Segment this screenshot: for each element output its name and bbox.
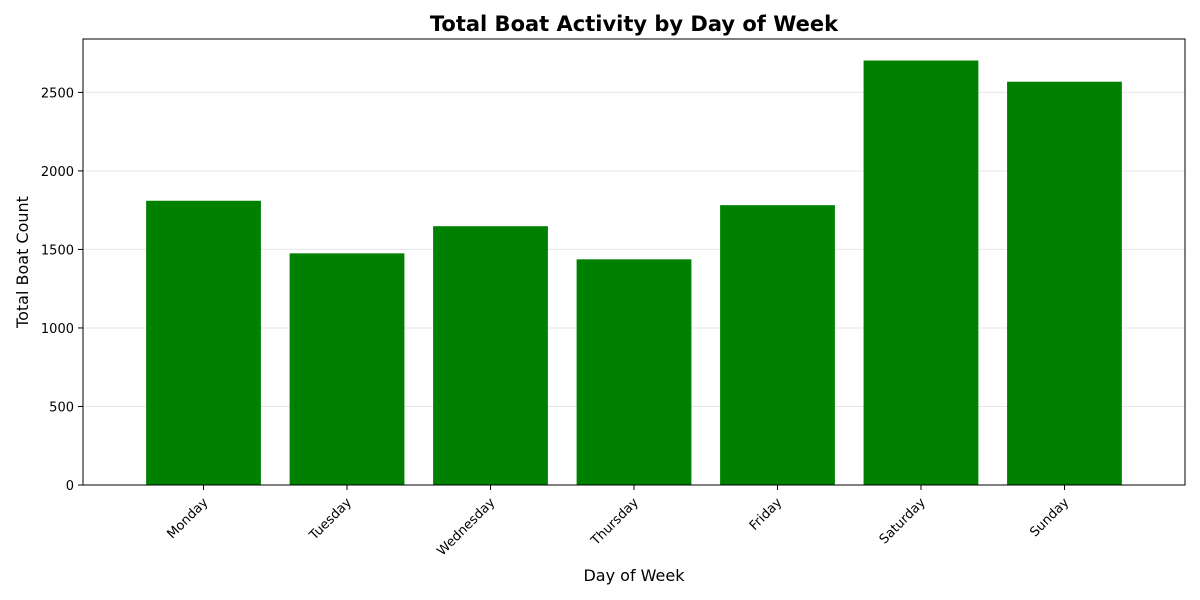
y-tick-label: 0 xyxy=(66,479,74,494)
bar-saturday xyxy=(863,60,979,485)
y-tick-label: 1000 xyxy=(41,322,74,337)
y-axis-label: Total Boat Count xyxy=(13,196,32,329)
bar-thursday xyxy=(576,259,692,485)
chart-title: Total Boat Activity by Day of Week xyxy=(430,12,839,36)
y-tick-label: 1500 xyxy=(41,243,74,258)
y-axis-ticks: 0 500 1000 1500 2000 2500 xyxy=(41,86,83,494)
bar-tuesday xyxy=(289,253,405,485)
y-tick-label: 2000 xyxy=(41,165,74,180)
bar-sunday xyxy=(1007,81,1122,486)
y-tick-label: 500 xyxy=(49,400,74,415)
bar-monday xyxy=(146,200,261,485)
x-axis-label: Day of Week xyxy=(583,566,685,585)
bar-wednesday xyxy=(433,226,548,485)
bar-friday xyxy=(720,205,835,486)
y-tick-label: 2500 xyxy=(41,86,74,101)
bars xyxy=(146,60,1122,486)
